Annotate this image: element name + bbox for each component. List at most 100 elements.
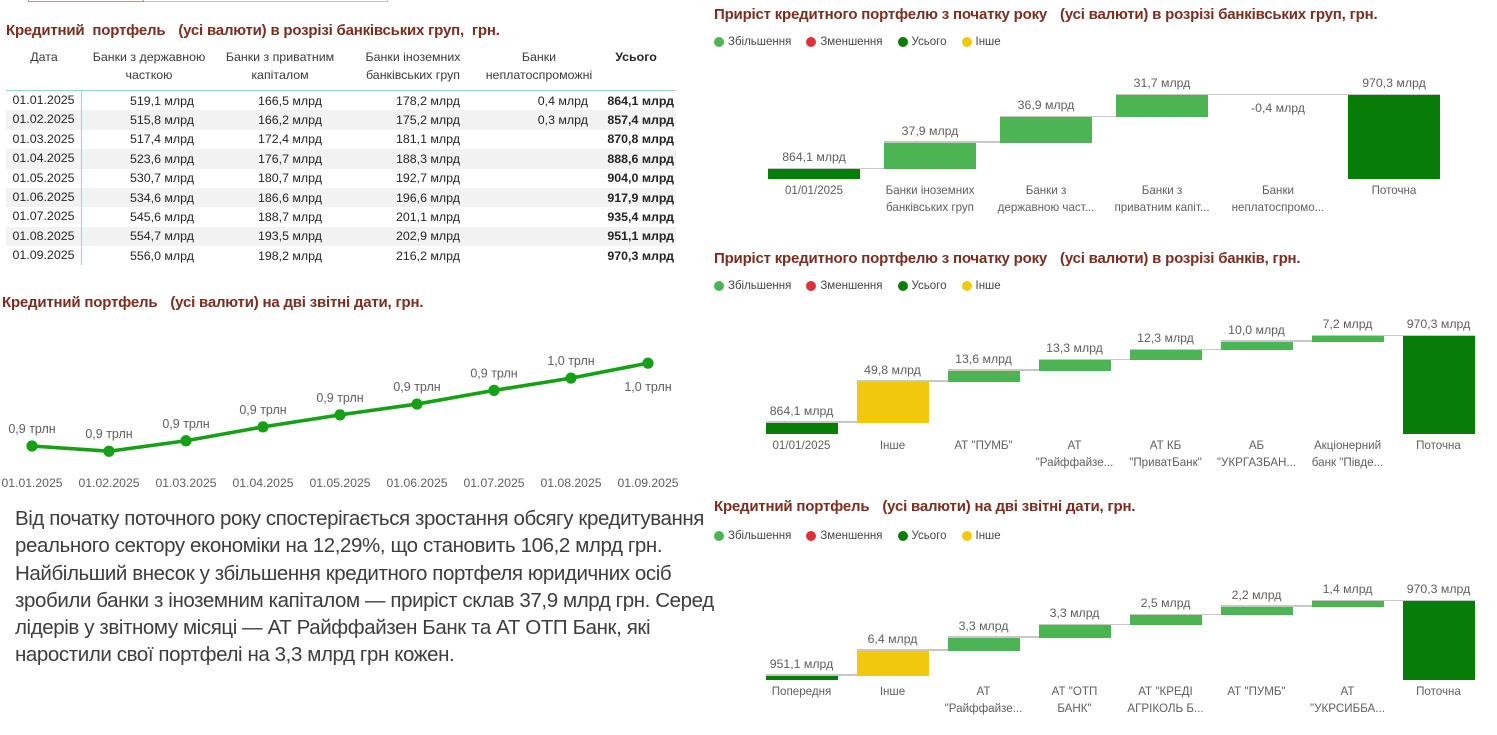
waterfall-connector [1038, 358, 1202, 361]
waterfall-bar[interactable] [768, 169, 860, 179]
waterfall-bar[interactable] [856, 381, 929, 423]
legend-item-збільшення[interactable]: Збільшення [714, 280, 791, 292]
waterfall-connector [947, 636, 1111, 638]
line-data-point[interactable] [26, 440, 38, 452]
table-cell: 951,1 млрд [607, 229, 674, 244]
waterfall-bar[interactable] [765, 675, 838, 680]
table-cell: 186,6 млрд [257, 190, 322, 205]
legend-item-інше[interactable]: Інше [961, 36, 1001, 48]
column-header: Банки з державною часткою [92, 50, 206, 82]
table-row[interactable]: 01.07.2025 545,6 млрд 188,7 млрд 201,1 млрд… [6, 207, 676, 227]
waterfall-connector [856, 380, 1020, 382]
category-axis-month: Попередня Інше АТ "Райффайзе... АТ "ОТП БАН… [756, 684, 1484, 718]
waterfall-connector [856, 649, 1020, 651]
wf-month-title: Кредитний портфель (усі валюти) на дві зв… [714, 498, 1136, 515]
category-label: Банки іноземних банківських груп [885, 184, 975, 214]
waterfall-data-label: 12,3 млрд [1137, 331, 1194, 346]
line-data-point[interactable] [565, 372, 577, 384]
table-row[interactable]: 01.06.2025 534,6 млрд 186,6 млрд 196,6 млрд… [6, 187, 676, 208]
legend-item-зменшення[interactable]: Зменшення [806, 36, 883, 48]
legend-item-усього[interactable]: Усього [897, 36, 947, 48]
waterfall-data-label: 7,2 млрд [1322, 317, 1373, 331]
legend-item-зменшення[interactable]: Зменшення [806, 530, 883, 542]
line-data-point[interactable] [180, 435, 192, 447]
table-cell: 935,4 млрд [607, 210, 674, 224]
waterfall-bar[interactable] [1038, 360, 1111, 371]
waterfall-bar[interactable] [1129, 615, 1202, 626]
waterfall-data-label: -0,4 млрд [1251, 101, 1305, 116]
table-row[interactable]: 01.05.2025 530,7 млрд 180,7 млрд 192,7 млрд… [6, 168, 676, 188]
legend-item-усього[interactable]: Усього [897, 530, 947, 542]
waterfall-bar[interactable] [1311, 336, 1384, 342]
waterfall-bar[interactable] [1129, 350, 1202, 361]
waterfall-bar[interactable] [1000, 117, 1092, 143]
waterfall-connector [1000, 115, 1208, 118]
category-label: Поточна [1416, 439, 1461, 452]
table-cell: 515,8 млрд [129, 113, 194, 128]
waterfall-bar[interactable] [1348, 95, 1440, 179]
table-cell: 202,9 млрд [395, 229, 460, 244]
waterfall-bar[interactable] [1311, 601, 1384, 607]
legend-item-інше[interactable]: Інше [961, 280, 1001, 292]
table-row[interactable]: 01.09.2025 556,0 млрд 198,2 млрд 216,2 млрд… [6, 246, 676, 266]
waterfall-data-label: 970,3 млрд [1362, 76, 1426, 91]
table-cell: 175,2 млрд [395, 113, 460, 128]
waterfall-bar[interactable] [947, 638, 1020, 651]
table-card-title-main: Кредитний портфель [6, 22, 166, 39]
line-data-point[interactable] [334, 409, 346, 421]
waterfall-connector [1311, 599, 1475, 602]
table-cell: 523,6 млрд [129, 151, 194, 166]
table-row[interactable]: 01.03.2025 517,4 млрд 172,4 млрд 181,1 млрд… [6, 129, 676, 150]
line-data-point[interactable] [488, 384, 500, 396]
portfolio-table: Дата Банки з державною часткою Банки з при… [6, 49, 676, 266]
waterfall-bar[interactable] [1038, 625, 1111, 638]
legend-dot-icon [714, 281, 724, 291]
waterfall-bar[interactable] [856, 650, 929, 676]
waterfall-bar[interactable] [1220, 606, 1293, 616]
table-row[interactable]: 01.01.2025 519,1 млрд 166,5 млрд 178,2 млрд… [6, 90, 676, 111]
legend-dot-icon [714, 531, 724, 541]
waterfall-bar[interactable] [1402, 601, 1475, 680]
waterfall-data-label: 6,4 млрд [867, 631, 918, 646]
legend-item-збільшення[interactable]: Збільшення [714, 530, 791, 542]
cropped-element-edge-left [28, 0, 144, 2]
point-label: 0,9 трлн [162, 417, 209, 431]
waterfall-bar[interactable] [1220, 341, 1293, 351]
line-data-point[interactable] [411, 398, 423, 410]
x-axis-label: 01.01.2025 [2, 476, 63, 490]
waterfall-bar[interactable] [1116, 95, 1208, 118]
legend-label: Зменшення [820, 280, 883, 292]
waterfall-bar[interactable] [947, 370, 1020, 382]
legend-dot-icon [897, 531, 908, 541]
legend-item-інше[interactable]: Інше [961, 530, 1001, 542]
legend-dot-icon [961, 37, 972, 47]
line-data-point[interactable] [103, 445, 115, 457]
waterfall-data-label: 10,0 млрд [1228, 322, 1285, 337]
waterfall-data-label: 1,4 млрд [1322, 582, 1373, 597]
waterfall-bar[interactable] [765, 422, 838, 434]
column-header: Банки з приватним капіталом [225, 50, 335, 82]
waterfall-connector [1038, 623, 1202, 626]
table-cell: 192,7 млрд [395, 171, 460, 186]
table-cell: 166,2 млрд [257, 113, 322, 128]
table-cell: 181,1 млрд [395, 132, 460, 147]
legend-item-усього[interactable]: Усього [897, 280, 947, 292]
legend-item-зменшення[interactable]: Зменшення [806, 280, 883, 292]
legend-item-збільшення[interactable]: Збільшення [714, 36, 791, 48]
table-row[interactable]: 01.04.2025 523,6 млрд 176,7 млрд 188,3 млрд… [6, 149, 676, 169]
line-data-point[interactable] [257, 421, 269, 433]
waterfall-connector [1129, 613, 1293, 616]
category-label: АТ "ПУМБ" [1227, 685, 1286, 698]
waterfall-bar[interactable] [1402, 336, 1475, 434]
waterfall-data-label: 31,7 млрд [1133, 76, 1191, 90]
category-label: АТ "Райффайзе... [944, 685, 1023, 715]
waterfall-connector [1232, 93, 1440, 96]
table-row[interactable]: 01.02.2025 515,8 млрд 166,2 млрд 175,2 млрд… [6, 110, 676, 130]
waterfall-bar[interactable] [884, 142, 976, 170]
table-row[interactable]: 01.08.2025 554,7 млрд 193,5 млрд 202,9 млрд… [6, 226, 676, 247]
line-data-point[interactable] [642, 357, 654, 369]
table-cell: 01.08.2025 [6, 226, 82, 247]
chart-legend: Збільшення Зменшення Усього Інше [714, 280, 1001, 292]
waterfall-connector [1116, 93, 1324, 95]
